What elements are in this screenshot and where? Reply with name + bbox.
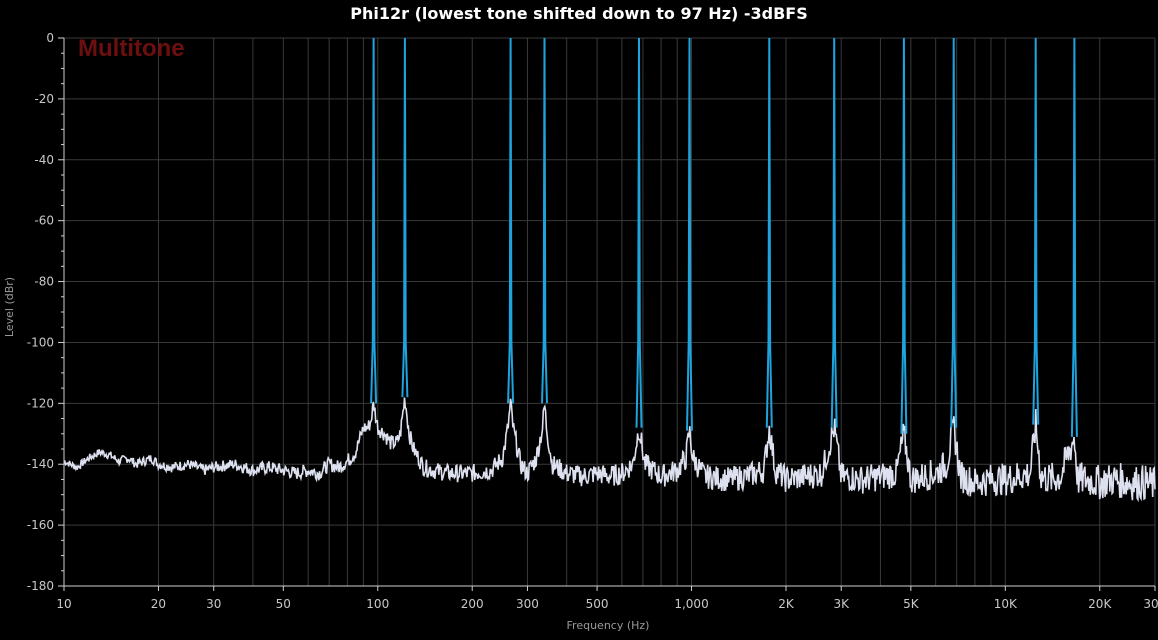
chart-title: Phi12r (lowest tone shifted down to 97 H… xyxy=(350,4,808,23)
y-tick-label: -100 xyxy=(27,335,54,349)
y-tick-label: 0 xyxy=(46,31,54,45)
y-tick-label: -120 xyxy=(27,396,54,410)
x-tick-label: 2K xyxy=(778,597,795,611)
x-axis-title: Frequency (Hz) xyxy=(567,619,650,632)
tone-peak xyxy=(765,37,773,428)
tone-peak xyxy=(1032,37,1040,425)
tone-peak xyxy=(541,37,548,404)
tone-peak xyxy=(401,37,409,398)
x-tick-label: 500 xyxy=(586,597,609,611)
watermark-label: Multitone xyxy=(78,35,185,62)
x-tick-label: 5K xyxy=(903,597,920,611)
y-tick-label: -140 xyxy=(27,457,54,471)
tone-peak xyxy=(507,37,515,404)
x-tick-label: 10K xyxy=(994,597,1018,611)
y-tick-label: -80 xyxy=(34,275,54,289)
tone-peak xyxy=(830,37,838,428)
tone-peak xyxy=(635,37,643,428)
x-tick-label: 200 xyxy=(461,597,484,611)
x-tick-label: 100 xyxy=(366,597,389,611)
tone-peak xyxy=(950,37,958,428)
x-tick-label: 30 xyxy=(206,597,221,611)
grid xyxy=(63,37,1156,587)
x-tick-label: 50 xyxy=(276,597,291,611)
y-tick-label: -180 xyxy=(27,579,54,593)
x-tick-label: 3K xyxy=(833,597,850,611)
noise-floor-series xyxy=(63,397,1156,503)
noise-floor-line xyxy=(63,397,1156,503)
x-tick-label: 20 xyxy=(151,597,166,611)
y-axis-title: Level (dBr) xyxy=(3,277,16,337)
tone-series xyxy=(370,37,1078,437)
y-tick-label: -160 xyxy=(27,518,54,532)
y-tick-label: -60 xyxy=(34,214,54,228)
x-tick-label: 300 xyxy=(516,597,539,611)
tone-peak xyxy=(686,37,693,431)
x-tick-label: 1,000 xyxy=(674,597,708,611)
tone-peak xyxy=(1070,37,1078,437)
x-tick-label: 20K xyxy=(1088,597,1112,611)
tone-peak xyxy=(900,37,908,434)
y-tick-label: -20 xyxy=(34,92,54,106)
tone-peak xyxy=(370,37,378,404)
y-tick-label: -40 xyxy=(34,153,54,167)
x-tick-label: 10 xyxy=(56,597,71,611)
x-tick-label: 30K xyxy=(1143,597,1158,611)
